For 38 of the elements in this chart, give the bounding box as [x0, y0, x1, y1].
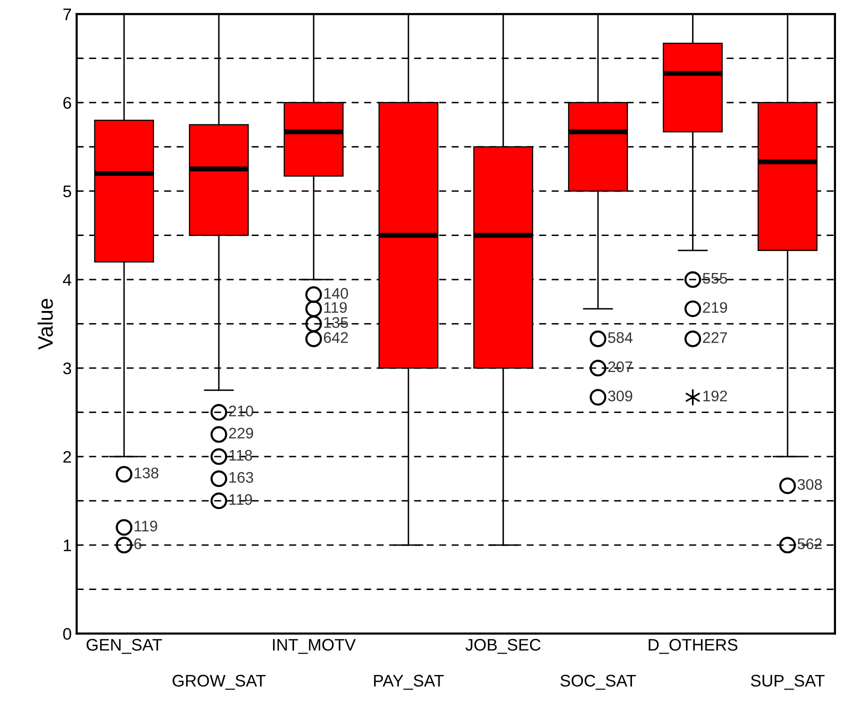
- annotation: 207: [608, 361, 632, 372]
- annotation: 642: [324, 332, 348, 343]
- annotation: 119: [230, 494, 252, 505]
- annotation: 163: [230, 472, 254, 483]
- x-tick-label: PAY_SAT: [374, 674, 444, 690]
- annotation: 219: [703, 302, 728, 313]
- annotation: 584: [608, 332, 633, 343]
- annotation: 227: [703, 332, 727, 343]
- y-tick-label: 0: [63, 628, 72, 640]
- y-tick-label: 5: [63, 186, 72, 198]
- x-tick-label: INT_MOTV: [273, 638, 356, 654]
- annotation: 562: [798, 538, 822, 550]
- y-axis-title: Value: [38, 298, 53, 350]
- x-tick-label: D_OTHERS: [648, 638, 738, 654]
- y-tick-label: 7: [63, 8, 71, 20]
- x-tick-label: GEN_SAT: [86, 638, 162, 654]
- annotation: 135: [324, 317, 348, 328]
- x-tick-label: SOC_SAT: [560, 674, 636, 690]
- x-tick-label: SUP_SAT: [750, 674, 825, 690]
- annotation: 6: [134, 538, 142, 550]
- annotation: 138: [134, 468, 158, 478]
- annotation: 210: [229, 406, 254, 416]
- annotation: 119: [134, 520, 158, 532]
- annotation: 309: [608, 390, 632, 402]
- x-tick-label: JOB_SEC: [465, 638, 541, 654]
- annotation: 192: [703, 390, 727, 402]
- annotation: 229: [229, 428, 254, 439]
- annotation: 118: [230, 450, 252, 461]
- y-tick-label: 2: [63, 450, 71, 463]
- y-tick-label: 4: [62, 274, 72, 286]
- y-tick-label: 6: [63, 96, 72, 109]
- annotation: 308: [798, 479, 822, 490]
- y-tick-label: 3: [63, 362, 72, 374]
- y-tick-label: 1: [64, 540, 72, 552]
- annotation: 555: [702, 273, 728, 284]
- annotation: 119: [324, 302, 347, 313]
- x-tick-label: GROW_SAT: [172, 674, 266, 690]
- annotation: 140: [324, 288, 348, 299]
